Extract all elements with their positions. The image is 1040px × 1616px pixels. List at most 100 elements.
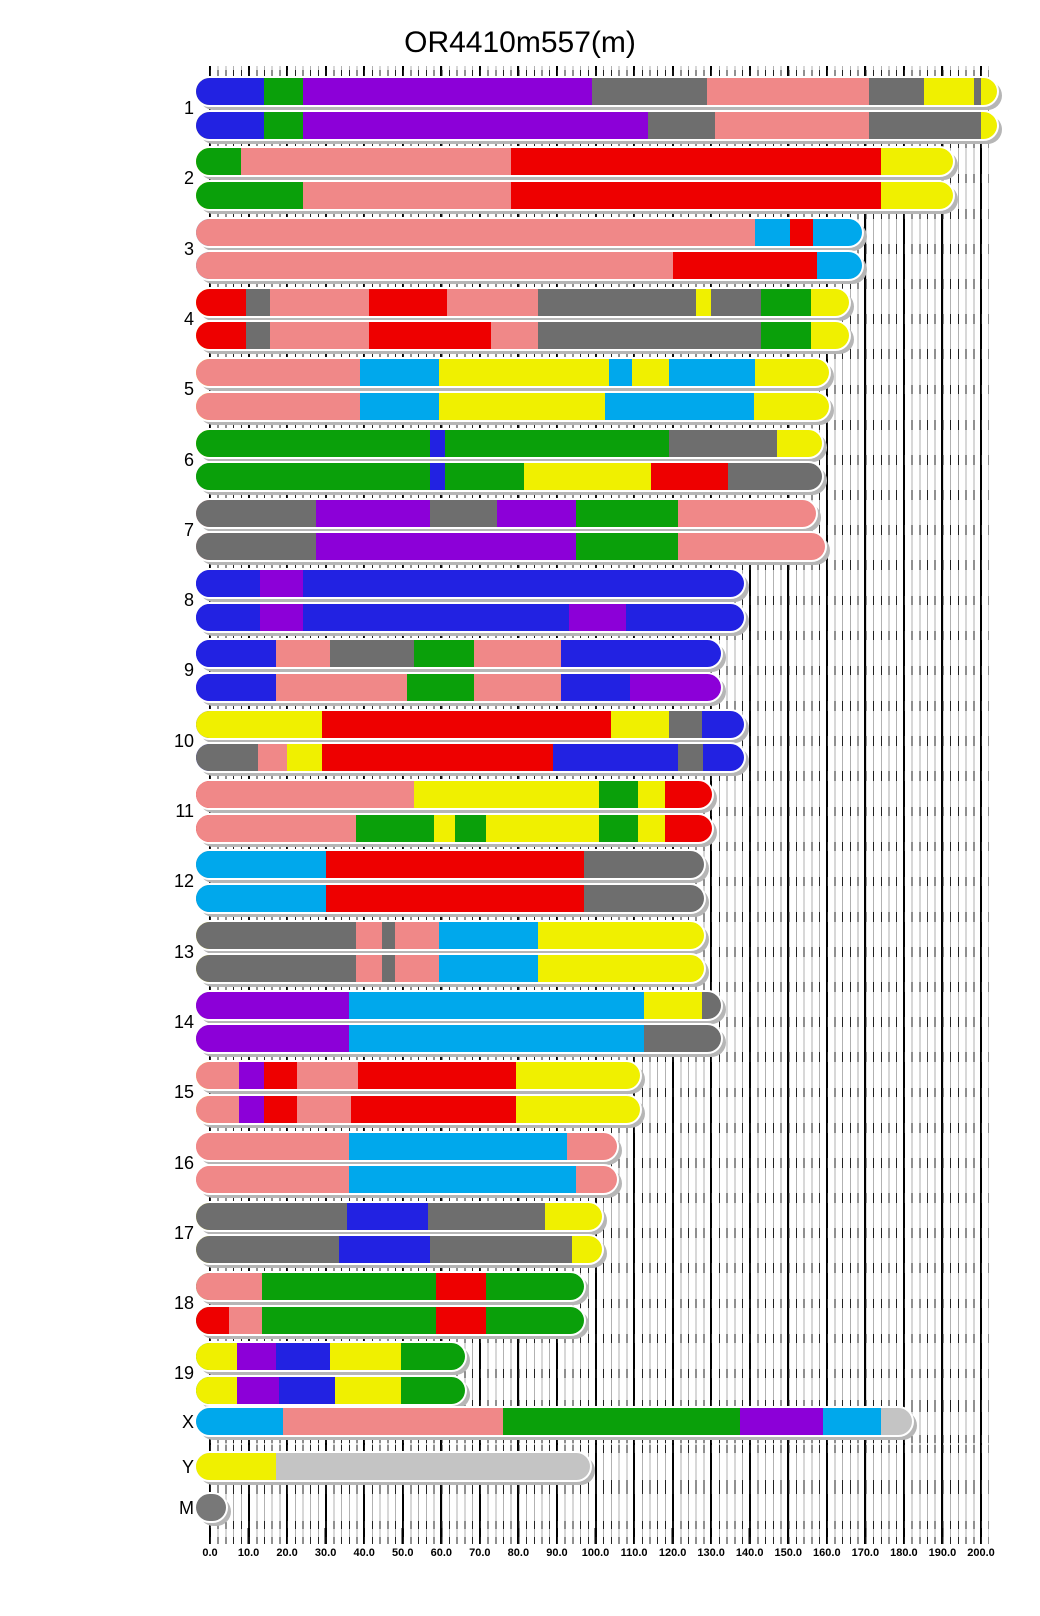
segment-sky-blue bbox=[348, 991, 644, 1019]
segment-red bbox=[263, 1095, 297, 1123]
segment-pink bbox=[395, 955, 440, 983]
segment-pink bbox=[196, 814, 357, 842]
axis-tick-label: 40.0 bbox=[353, 1547, 375, 1559]
lane-tick-comb bbox=[209, 421, 990, 430]
segment-dark-gray bbox=[668, 710, 702, 738]
chromosome-1-bar-2 bbox=[196, 111, 997, 139]
chromosome-16-bar-2 bbox=[196, 1166, 618, 1193]
segment-yellow bbox=[637, 781, 665, 808]
segment-red bbox=[510, 181, 881, 209]
segment-yellow bbox=[610, 710, 669, 738]
segment-red bbox=[321, 744, 554, 772]
lane-tick-comb bbox=[209, 1400, 990, 1408]
chromosome-15-bar-1 bbox=[196, 1062, 641, 1090]
lane-tick-comb bbox=[209, 1054, 990, 1063]
segment-blue bbox=[429, 463, 446, 490]
major-gridline bbox=[864, 66, 867, 1544]
chromosome-7-bar-1 bbox=[196, 499, 816, 527]
segment-dark-gray bbox=[196, 533, 316, 561]
segment-green bbox=[196, 181, 303, 209]
lane-tick-comb bbox=[209, 702, 990, 711]
segment-pink bbox=[269, 322, 370, 350]
lane-tick-comb bbox=[209, 384, 990, 393]
segment-dark-gray bbox=[591, 78, 708, 105]
segment-green bbox=[406, 673, 475, 701]
segment-dark-gray bbox=[429, 1236, 573, 1264]
segment-pink bbox=[707, 78, 870, 105]
chromosome-3-bar-1 bbox=[196, 218, 862, 246]
chromosome-label-15: 15 bbox=[173, 1082, 194, 1103]
lane-tick-comb bbox=[209, 595, 990, 604]
segment-purple bbox=[236, 1343, 276, 1371]
segment-sky-blue bbox=[822, 1408, 881, 1435]
chromosome-4-bar-1 bbox=[196, 288, 849, 316]
lane-tick-comb bbox=[209, 806, 990, 815]
segment-green bbox=[576, 533, 679, 561]
lane-tick-comb bbox=[209, 491, 990, 500]
axis-tick-label: 170.0 bbox=[851, 1547, 880, 1559]
chromosome-label-16: 16 bbox=[173, 1152, 194, 1173]
segment-pink bbox=[296, 1062, 359, 1090]
segment-red bbox=[510, 148, 881, 176]
segment-pink bbox=[258, 744, 288, 772]
segment-red bbox=[790, 218, 814, 246]
chromosome-label-9: 9 bbox=[183, 660, 194, 681]
lane-tick-comb bbox=[209, 525, 990, 534]
axis-tick-label: 10.0 bbox=[237, 1547, 260, 1559]
segment-purple bbox=[497, 499, 577, 527]
segment-dark-gray bbox=[869, 111, 981, 139]
segment-yellow bbox=[414, 781, 600, 808]
segment-pink bbox=[395, 921, 440, 949]
chromosome-16-bar-1 bbox=[196, 1132, 618, 1160]
chromosome-label-11: 11 bbox=[175, 801, 194, 821]
chromosome-4-bar-2 bbox=[196, 322, 849, 350]
lane-tick-comb bbox=[209, 947, 990, 956]
lane-tick-comb bbox=[209, 351, 990, 360]
lane-tick-comb bbox=[209, 1368, 990, 1377]
chromosome-label-1: 1 bbox=[183, 98, 194, 118]
axis-tick-label: 90.0 bbox=[546, 1547, 568, 1559]
chromosome-9-bar-2 bbox=[196, 673, 722, 701]
segment-blue bbox=[196, 673, 276, 701]
segment-purple bbox=[302, 78, 592, 105]
lane-tick-comb bbox=[209, 1480, 990, 1488]
chromosome-1-bar-1 bbox=[196, 78, 997, 105]
segment-red bbox=[435, 1306, 486, 1334]
segment-blue bbox=[275, 1343, 330, 1371]
chromosome-label-10: 10 bbox=[173, 730, 194, 751]
axis-tick-label: 110.0 bbox=[620, 1547, 648, 1559]
lane-tick-comb bbox=[209, 1265, 990, 1274]
segment-dark-gray bbox=[381, 921, 396, 949]
lane-tick-comb bbox=[209, 173, 990, 182]
chromosome-18-bar-2 bbox=[196, 1306, 585, 1334]
segment-pink bbox=[196, 218, 756, 246]
chromosome-label-2: 2 bbox=[183, 168, 194, 189]
lane-tick-comb bbox=[209, 280, 990, 289]
segment-dark-gray bbox=[329, 640, 415, 668]
chromosome-11-bar-1 bbox=[196, 781, 712, 808]
segment-yellow bbox=[335, 1376, 401, 1404]
chromosome-Y-bar-1 bbox=[196, 1453, 591, 1480]
segment-dark-gray bbox=[196, 1202, 347, 1230]
chromosome-19-bar-2 bbox=[196, 1376, 465, 1404]
axis-tick-label: 70.0 bbox=[469, 1547, 491, 1559]
segment-sky-blue bbox=[360, 392, 440, 420]
chromosome-12-bar-1 bbox=[196, 851, 704, 879]
segment-purple bbox=[302, 111, 648, 139]
segment-green bbox=[196, 148, 241, 176]
chromosome-label-4: 4 bbox=[183, 308, 194, 329]
segment-yellow bbox=[924, 78, 975, 105]
lane-tick-comb bbox=[209, 1435, 990, 1443]
segment-pink bbox=[196, 781, 415, 808]
segment-green bbox=[761, 322, 812, 350]
segment-yellow bbox=[439, 392, 606, 420]
segment-dark-gray bbox=[196, 955, 357, 983]
segment-dark-gray bbox=[429, 499, 498, 527]
segment-yellow bbox=[637, 814, 665, 842]
segment-dark-gray bbox=[668, 429, 777, 457]
segment-pink bbox=[196, 359, 361, 387]
axis-tick-label: 190.0 bbox=[928, 1547, 957, 1559]
segment-purple bbox=[316, 533, 577, 561]
chromosome-label-5: 5 bbox=[183, 379, 194, 400]
segment-sky-blue bbox=[348, 1166, 577, 1193]
